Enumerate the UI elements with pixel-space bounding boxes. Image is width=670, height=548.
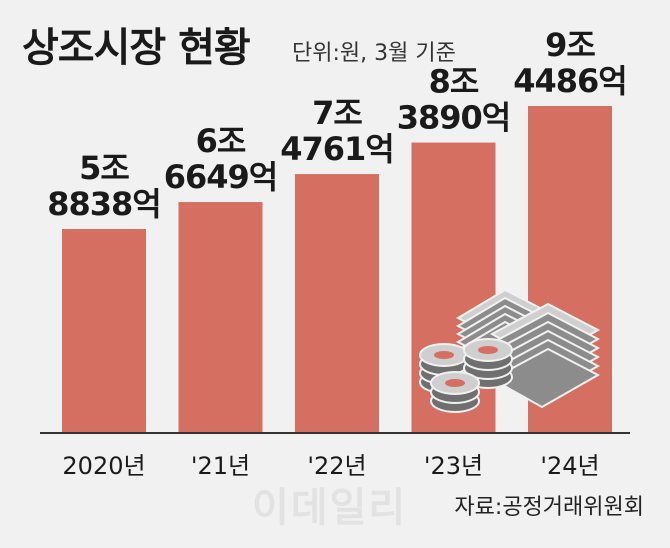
x-tick-label-1: 2020년	[62, 452, 145, 480]
bar-1	[62, 229, 146, 432]
x-tick-label-2: '21년	[191, 452, 250, 480]
unit-note: 단위:원, 3월 기준	[292, 41, 456, 66]
money-stack-and-coins-icon	[419, 288, 601, 413]
bill-front-5	[489, 347, 601, 409]
coin-stack-2-center	[478, 346, 498, 354]
coin-stack-3-center	[445, 379, 465, 387]
x-tick-label-4: '23년	[424, 452, 483, 480]
data-label-top-3: 7조	[312, 94, 362, 132]
x-tick-label-5: '24년	[540, 452, 599, 480]
data-label-bottom-1: 8838억	[47, 185, 161, 223]
bar-3	[295, 174, 379, 432]
page-title: 상조시장 현황	[22, 25, 251, 71]
data-label-bottom-5: 4486억	[513, 62, 627, 100]
data-label-bottom-4: 3890억	[397, 99, 511, 137]
x-tick-label-3: '22년	[307, 452, 366, 480]
data-label-top-4: 8조	[429, 63, 479, 101]
bar-series	[62, 106, 612, 432]
data-label-top-2: 6조	[196, 122, 246, 160]
data-label-bottom-3: 4761억	[280, 130, 394, 168]
data-label-top-1: 5조	[79, 149, 129, 187]
watermark: 이데일리	[252, 485, 408, 531]
data-label-bottom-2: 6649억	[164, 158, 278, 196]
data-label-top-5: 9조	[545, 26, 595, 64]
source-note: 자료:공정거래위원회	[454, 495, 644, 520]
bar-2	[178, 202, 263, 432]
coin-stack-1-center	[434, 351, 454, 359]
